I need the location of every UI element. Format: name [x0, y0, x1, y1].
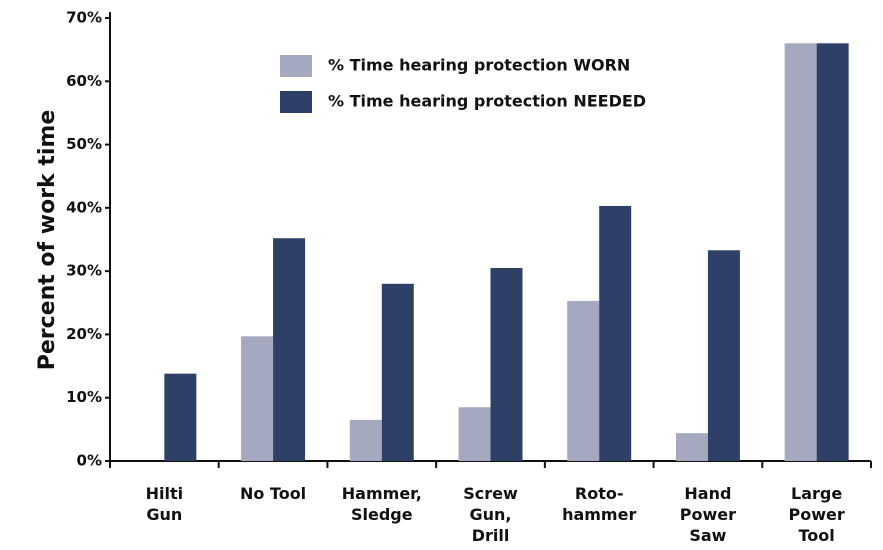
bar	[241, 336, 273, 461]
x-tick-label: No Tool	[219, 483, 327, 504]
bar	[708, 250, 740, 461]
bar	[273, 238, 305, 461]
bar	[785, 43, 817, 461]
x-tick-label: Hilti Gun	[110, 483, 218, 525]
y-tick-label: 60%	[66, 72, 102, 90]
y-tick-label: 10%	[66, 388, 102, 406]
legend-label: % Time hearing protection NEEDED	[328, 92, 646, 111]
chart-svg: Percent of work time 0% 10% 20% 30% 40% 50% 60…	[0, 0, 883, 550]
bar	[817, 43, 849, 461]
y-tick-label: 30%	[66, 262, 102, 280]
bar	[491, 268, 523, 461]
x-tick-label: Large Power Tool	[763, 483, 871, 546]
x-tick-label: Hammer, Sledge	[328, 483, 436, 525]
y-tick-label: 20%	[66, 325, 102, 343]
x-tick-label: Screw Gun, Drill	[437, 483, 545, 546]
y-tick-label: 40%	[66, 198, 102, 216]
y-tick-label: 70%	[66, 9, 102, 27]
bar	[676, 433, 708, 461]
bar	[382, 284, 414, 461]
y-tick-label: 0%	[77, 452, 102, 470]
chart: Percent of work time 0% 10% 20% 30% 40% 50% 60…	[0, 0, 883, 550]
bar	[459, 407, 491, 461]
legend-swatch	[280, 55, 312, 77]
y-axis-label: Percent of work time	[35, 110, 60, 371]
x-tick-label: Hand Power Saw	[654, 483, 762, 546]
legend-label: % Time hearing protection WORN	[328, 56, 630, 75]
y-tick-label: 50%	[66, 135, 102, 153]
x-tick-label: Roto- hammer	[545, 483, 653, 525]
bar	[350, 420, 382, 461]
bar	[599, 206, 631, 461]
legend-swatch	[280, 91, 312, 113]
bar	[567, 301, 599, 461]
bar	[164, 374, 196, 461]
